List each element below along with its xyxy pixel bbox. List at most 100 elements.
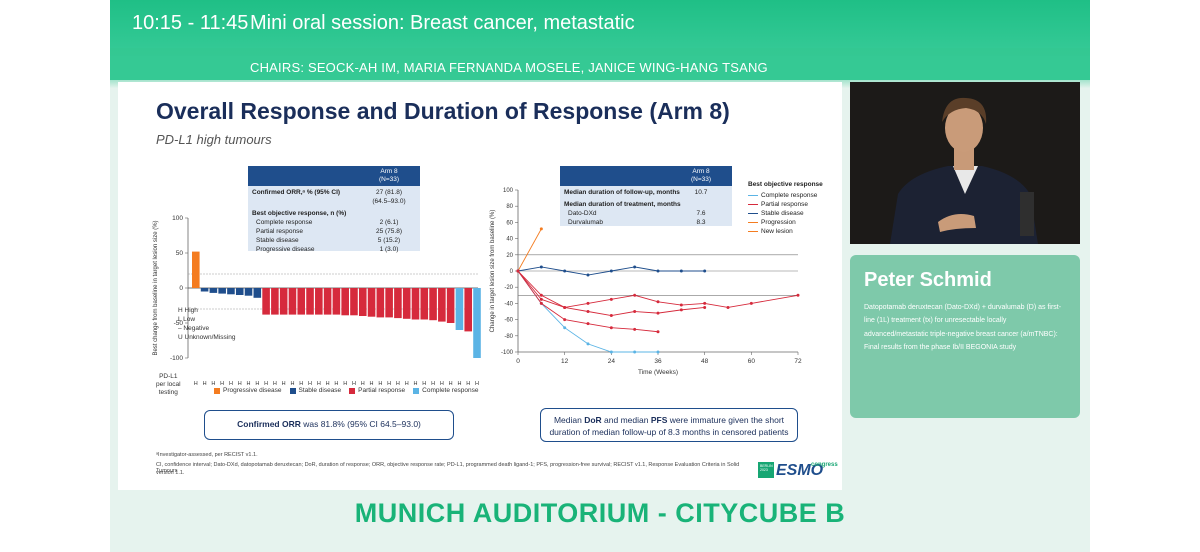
orr-table-col-1: Arm 8 xyxy=(380,168,398,175)
y-tick-label: 0 xyxy=(179,285,183,292)
bar xyxy=(235,288,244,295)
pdl1-tick-label: H xyxy=(457,381,461,387)
dor-text-line2: duration of median follow-up of 8.3 mont… xyxy=(549,427,789,437)
room-name: MUNICH AUDITORIUM - CITYCUBE B xyxy=(354,498,846,528)
followup-label: Median duration of follow-up, months xyxy=(564,189,680,196)
row-value: 2 (6.1) xyxy=(379,219,399,226)
series-point xyxy=(539,301,543,305)
bar xyxy=(244,288,253,296)
x-tick-label: 36 xyxy=(654,358,662,365)
series-point xyxy=(633,350,637,354)
series-point xyxy=(656,311,660,315)
pdl1-tick-label: H xyxy=(387,381,391,387)
session-title: Mini oral session: Breast cancer, metast… xyxy=(250,12,635,34)
legend-swatch xyxy=(748,195,758,196)
series-point xyxy=(563,326,567,330)
pdl1-tick-label: H xyxy=(229,381,233,387)
table-row: Stable disease 5 (15.2) xyxy=(248,236,420,245)
pdl1-tick-label: H xyxy=(422,381,426,387)
orr-value-1: 27 (81.8) xyxy=(375,189,403,196)
row-label: Progressive disease xyxy=(256,246,315,253)
pdl1-tick-label: H xyxy=(247,381,251,387)
series-point xyxy=(539,293,543,297)
series-point xyxy=(539,265,543,269)
pdl1-tick-label: H xyxy=(273,381,277,387)
legend-label: Stable disease xyxy=(298,387,342,394)
session-header-bar: 10:15 - 11:45 Mini oral session: Breast … xyxy=(110,0,1090,48)
speaker-name: Peter Schmid xyxy=(864,269,992,291)
pdl1-tick-label: H xyxy=(475,381,479,387)
pdl1-tick-label: H xyxy=(343,381,347,387)
slide-title: Overall Response and Duration of Respons… xyxy=(156,98,730,124)
table-row: Durvalumab 8.3 xyxy=(560,218,732,227)
legend-label: Partial response xyxy=(761,201,808,208)
esmo-logo: BERLIN 2023 ESMO congress xyxy=(758,460,838,482)
series-point xyxy=(656,350,660,354)
pdl1-tick-label: H xyxy=(440,381,444,387)
orr-table: Arm 8 (N=33) Confirmed ORR,ᵃ % (95% CI) … xyxy=(248,166,420,253)
bar xyxy=(438,288,446,322)
y-tick-label: 100 xyxy=(503,188,514,194)
y-tick-label: -20 xyxy=(504,285,513,291)
chairs-bar: CHAIRS: SEOCK-AH IM, MARIA FERNANDA MOSE… xyxy=(110,56,1090,80)
speaker-image xyxy=(850,82,1080,244)
legend-swatch xyxy=(748,204,758,205)
dor-text-c: and median xyxy=(601,415,651,425)
series-line xyxy=(517,228,542,272)
series-point xyxy=(703,269,707,273)
y-tick-label: 50 xyxy=(176,250,184,257)
orr-box-text: was 81.8% (95% CI 64.5–93.0) xyxy=(300,419,421,429)
legend-item: Stable disease xyxy=(289,387,342,394)
bar xyxy=(394,288,402,319)
pdl1-tick-label: H xyxy=(326,381,330,387)
dor-table-col-2: (N=33) xyxy=(690,176,712,183)
pdl1-label-2: per local xyxy=(156,381,181,388)
bar xyxy=(323,288,332,315)
row-label: Stable disease xyxy=(256,237,299,244)
row-value: 25 (75.8) xyxy=(375,228,403,235)
pdl1-tick-label: H xyxy=(405,381,409,387)
series-point xyxy=(656,269,660,273)
legend-label: Complete response xyxy=(761,192,818,199)
bar xyxy=(455,288,464,330)
pdl1-tick-label: H xyxy=(466,381,470,387)
pdl1-legend-unknown: U Unknown/Missing xyxy=(178,334,236,341)
y-tick-label: -60 xyxy=(504,318,513,324)
spider-legend-title: Best objective response xyxy=(748,181,823,188)
table-row: Complete response 2 (6.1) xyxy=(248,218,420,227)
bar xyxy=(332,288,341,315)
row-label: Partial response xyxy=(256,228,303,235)
pdl1-tick-label: H xyxy=(370,381,374,387)
pdl1-tick-label: H xyxy=(352,381,356,387)
y-tick-label: 60 xyxy=(506,220,513,226)
orr-label: Confirmed ORR,ᵃ % (95% CI) xyxy=(252,189,341,196)
dor-table-header: Arm 8 (N=33) xyxy=(560,166,732,186)
bar xyxy=(429,288,437,321)
series-point xyxy=(539,227,543,231)
pdl1-legend: H High L Low – Negative U Unknown/Missin… xyxy=(178,306,235,342)
legend-item: Complete response xyxy=(413,387,479,394)
series-point xyxy=(633,265,637,269)
bar xyxy=(446,288,455,323)
series-point xyxy=(749,301,753,305)
series-point xyxy=(609,350,613,354)
row-label: Durvalumab xyxy=(568,219,604,226)
y-axis-label: Best change from baseline in target lesi… xyxy=(153,220,159,355)
legend-label: Progressive disease xyxy=(223,387,282,394)
row-label: Complete response xyxy=(256,219,313,226)
series-point xyxy=(563,318,567,322)
y-axis-label: Change in target lesion size from baseli… xyxy=(490,210,496,333)
bar xyxy=(271,288,279,315)
series-point xyxy=(539,297,543,301)
bar xyxy=(411,288,420,320)
orr-box-bold: Confirmed ORR xyxy=(237,419,301,429)
esmo-wordmark: ESMO xyxy=(776,462,824,479)
followup-row: Median duration of follow-up, months 10.… xyxy=(560,188,732,197)
orr-value-2: (64.5–93.0) xyxy=(372,198,406,205)
pdl1-tick-label: H xyxy=(334,381,338,387)
series-point xyxy=(679,269,683,273)
row-value: 1 (3.0) xyxy=(379,246,399,253)
series-point xyxy=(586,273,590,277)
legend-swatch xyxy=(748,222,758,223)
esmo-congress: congress xyxy=(811,462,838,468)
